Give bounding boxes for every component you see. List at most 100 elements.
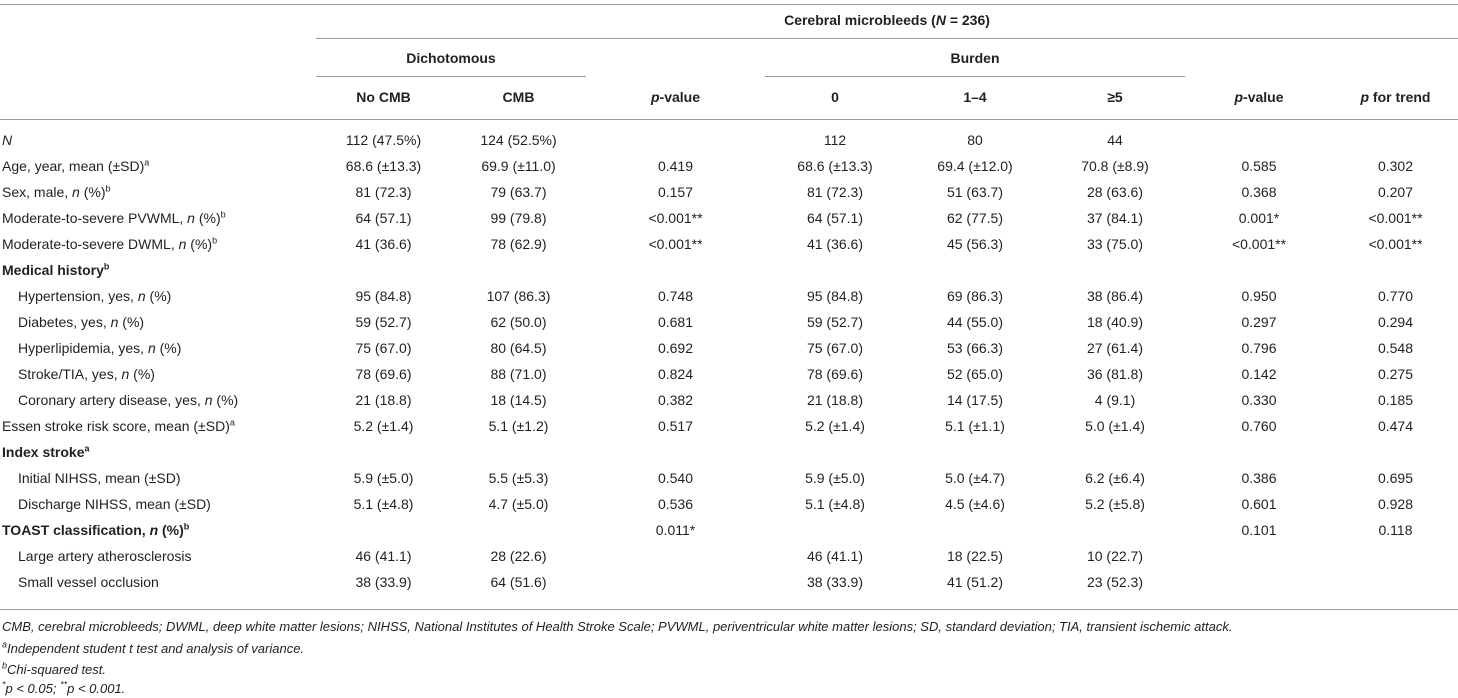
- table-cell: 95 (84.8): [806, 288, 864, 304]
- header-dichotomous: Dichotomous: [406, 50, 496, 66]
- table-cell: [1185, 257, 1333, 283]
- col-header-cmb: CMB: [502, 89, 535, 105]
- table-cell: 88 (71.0): [490, 366, 547, 382]
- table-cell: [451, 439, 586, 465]
- row-label: Large artery atherosclerosis: [0, 543, 316, 569]
- table-cell: [316, 517, 451, 543]
- table-cell: 4 (9.1): [1094, 392, 1136, 408]
- col-header-burden-ge5: ≥5: [1107, 89, 1123, 105]
- table-row: Essen stroke risk score, mean (±SD)a 5.2 …: [0, 413, 1458, 439]
- header-burden: Burden: [950, 50, 1000, 66]
- row-label-sup: b: [183, 521, 190, 532]
- row-label-pre: Essen stroke risk score, mean (±SD): [2, 418, 230, 434]
- row-label: Small vessel occlusion: [0, 569, 316, 595]
- table-row: Diabetes, yes, n (%) 59 (52.7) 62 (50.0) 0.…: [0, 309, 1458, 335]
- table-cell: 0.011*: [655, 522, 696, 538]
- row-label-post: (%): [129, 366, 155, 382]
- row-label-sup: a: [84, 443, 90, 454]
- table-row: Large artery atherosclerosis 46 (41.1) 28 …: [0, 543, 1458, 569]
- table-cell: 107 (86.3): [486, 288, 551, 304]
- table-cell: 44 (55.0): [946, 314, 1004, 330]
- table-cell: 68.6 (±13.3): [345, 158, 422, 174]
- row-label-pre: Small vessel occlusion: [18, 574, 159, 590]
- table-cell: 59 (52.7): [355, 314, 412, 330]
- row-label-pre: Medical history: [2, 262, 104, 278]
- row-label: Initial NIHSS, mean (±SD): [0, 465, 316, 491]
- row-label-post: (%): [186, 236, 213, 252]
- row-label-pre: Diabetes, yes,: [18, 314, 111, 330]
- table-row: N 112 (47.5%) 124 (52.5%) 112 80 44: [0, 127, 1458, 153]
- table-cell: [1185, 439, 1333, 465]
- table-cell: 0.474: [1377, 418, 1414, 434]
- table-cell: [586, 257, 765, 283]
- table-cell: [1333, 127, 1458, 153]
- row-label: Age, year, mean (±SD)a: [0, 153, 316, 179]
- top-rule: [0, 4, 1458, 5]
- row-label-post: (%): [155, 340, 182, 356]
- table-cell: 33 (75.0): [1086, 236, 1144, 252]
- row-label-it: N: [2, 132, 13, 148]
- table-cell: [1333, 543, 1458, 569]
- table-row: Moderate-to-severe DWML, n (%)b 41 (36.6)…: [0, 231, 1458, 257]
- table-cell: 0.760: [1241, 418, 1277, 434]
- footnote-a: aIndependent student t test and analysis…: [2, 639, 305, 656]
- row-label: Hyperlipidemia, yes, n (%): [0, 335, 316, 361]
- row-label: Stroke/TIA, yes, n (%): [0, 361, 316, 387]
- table-cell: [765, 517, 905, 543]
- table-cell: 0.824: [657, 366, 694, 382]
- table-row: Initial NIHSS, mean (±SD) 5.9 (±5.0) 5.5 (…: [0, 465, 1458, 491]
- table-cell: 0.207: [1377, 184, 1414, 200]
- table-cell: 69 (86.3): [946, 288, 1004, 304]
- row-label-pre: Stroke/TIA, yes,: [18, 366, 122, 382]
- table-cell: 36 (81.8): [1086, 366, 1144, 382]
- table-cell: 0.517: [657, 418, 694, 434]
- table-cell: 21 (18.8): [806, 392, 864, 408]
- table-row: Stroke/TIA, yes, n (%) 78 (69.6) 88 (71.0)…: [0, 361, 1458, 387]
- footnote-b: bChi-squared test.: [2, 660, 107, 677]
- row-label-it: n: [147, 340, 156, 356]
- dichotomous-span-rule: [316, 76, 586, 77]
- table-cell: 0.118: [1378, 522, 1413, 538]
- burden-span-rule: [765, 76, 1185, 77]
- table-cell: 95 (84.8): [355, 288, 412, 304]
- table-cell: 64 (57.1): [355, 210, 412, 226]
- row-label: Coronary artery disease, yes, n (%): [0, 387, 316, 413]
- table-cell: [1045, 257, 1185, 283]
- table-cell: 46 (41.1): [355, 548, 412, 564]
- table-cell: 5.2 (±1.4): [353, 418, 414, 434]
- table-cell: [1333, 569, 1458, 595]
- table-cell: 38 (86.4): [1086, 288, 1144, 304]
- row-label: Discharge NIHSS, mean (±SD): [0, 491, 316, 517]
- table-cell: 0.330: [1241, 392, 1277, 408]
- table-cell: 5.1 (±4.8): [353, 496, 414, 512]
- row-label-pre: TOAST classification,: [2, 522, 150, 538]
- table-cell: 37 (84.1): [1086, 210, 1144, 226]
- table-cell: [1185, 569, 1333, 595]
- row-label: N: [0, 127, 316, 153]
- table-cell: 4.5 (±4.6): [945, 496, 1005, 512]
- table-cell: 0.297: [1241, 314, 1277, 330]
- table-cell: 0.001*: [1238, 210, 1280, 226]
- table-cell: 0.601: [1241, 496, 1277, 512]
- table-row: Moderate-to-severe PVWML, n (%)b 64 (57.1…: [0, 205, 1458, 231]
- table-cell: 6.2 (±6.4): [1085, 470, 1145, 486]
- table-cell: [586, 543, 765, 569]
- table-cell: 5.2 (±5.8): [1085, 496, 1145, 512]
- row-label: Hypertension, yes, n (%): [0, 283, 316, 309]
- table-cell: 0.585: [1241, 158, 1277, 174]
- table-cell: 80: [967, 132, 983, 148]
- table-cell: <0.001**: [648, 236, 703, 252]
- row-label-sup: b: [220, 209, 226, 220]
- table-cell: 10 (22.7): [1086, 548, 1144, 564]
- table-cell: 69.4 (±12.0): [937, 158, 1013, 174]
- table-row: Age, year, mean (±SD)a 68.6 (±13.3) 69.9 (…: [0, 153, 1458, 179]
- table-cell: 70.8 (±8.9): [1081, 158, 1149, 174]
- table-row: Medical historyb: [0, 257, 1458, 283]
- row-label-post: (%): [194, 210, 221, 226]
- table-cell: [316, 439, 451, 465]
- row-label: Sex, male, n (%)b: [0, 179, 316, 205]
- table-cell: 0.770: [1377, 288, 1414, 304]
- table-cell: 52 (65.0): [946, 366, 1004, 382]
- table-cell: [1333, 439, 1458, 465]
